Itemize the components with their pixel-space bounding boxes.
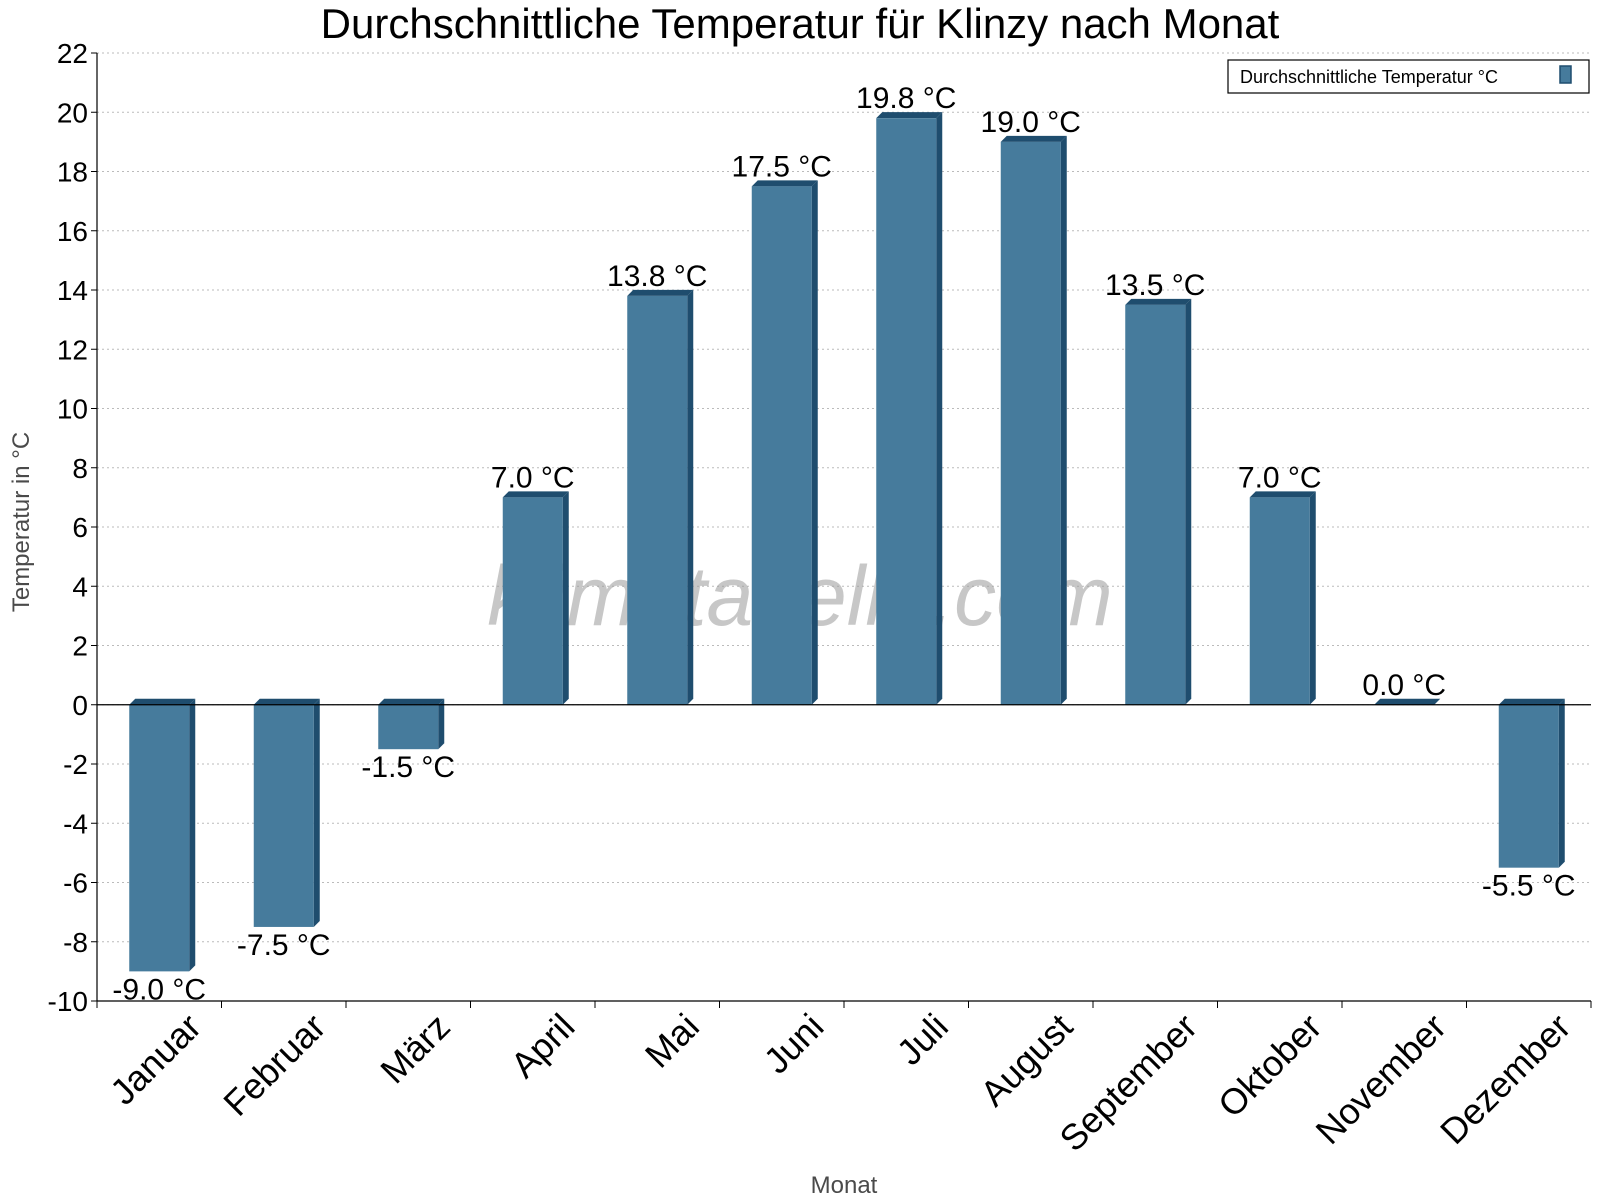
bar-top [751,180,818,187]
x-tick-label: April [502,1006,582,1086]
y-tick-label: 2 [72,631,88,662]
x-tick-label: März [372,1006,458,1092]
y-tick-label: 14 [57,275,88,306]
y-tick-label: 12 [57,334,88,365]
bar-januar [129,698,196,972]
bar-side [1060,135,1067,705]
data-label: 13.8 °C [607,260,707,293]
bar-top [627,289,694,296]
x-tick-label: Oktober [1210,1006,1330,1126]
chart-title: Durchschnittliche Temperatur für Klinzy … [321,0,1280,47]
bar-september [1125,298,1192,705]
bar-top [876,112,943,119]
data-label: -9.0 °C [112,973,206,1006]
bar-top [253,698,320,705]
legend-box [1227,59,1590,94]
bar-juli [876,112,943,705]
data-label: -7.5 °C [237,929,331,962]
bar-top [1249,491,1316,498]
x-tick-label: Mai [637,1006,707,1076]
y-tick-label: 22 [57,38,88,69]
y-tick-label: 16 [57,216,88,247]
bar-side [687,289,694,705]
bar-front [751,186,812,705]
bar-front [1498,704,1559,868]
y-tick-label: -10 [48,986,88,1017]
data-label: 17.5 °C [732,150,832,183]
y-tick-label: 8 [72,453,88,484]
bar-oktober [1249,491,1316,705]
bar-februar [253,698,320,927]
data-label: -1.5 °C [361,751,455,784]
y-tick-label: -8 [63,927,88,958]
x-axis-label: Monat [811,1172,878,1199]
x-tick-label: August [972,1006,1080,1114]
bar-side [189,698,196,972]
bar-side [1309,491,1316,705]
y-tick-label: -6 [63,868,88,899]
data-label: 7.0 °C [491,461,575,494]
bar-front [1249,497,1310,705]
bar-side [562,491,569,705]
y-tick-label: 6 [72,512,88,543]
bar-front [876,118,937,705]
x-tick-label: Juli [889,1006,956,1073]
bar-april [502,491,569,705]
bar-top [1498,698,1565,705]
bar-side [936,112,943,705]
y-tick-label: -2 [63,749,88,780]
bar-november [1374,698,1441,705]
x-tick-label: Januar [102,1006,209,1113]
bar-front [502,497,563,705]
bar-top [502,491,569,498]
x-tick-label: Dezember [1432,1006,1578,1152]
bar-side [811,180,818,705]
bar-front [1125,304,1186,705]
bar-august [1000,135,1067,705]
bar-front [1000,141,1061,705]
bar-top [1125,298,1192,305]
y-tick-label: -4 [63,808,88,839]
y-tick-label: 20 [57,97,88,128]
data-label: 13.5 °C [1105,269,1205,302]
bar-side [438,698,445,750]
y-tick-label: 18 [57,157,88,188]
legend: Durchschnittliche Temperatur °C [1227,59,1590,94]
bar-top [378,698,445,705]
data-label: 0.0 °C [1362,669,1446,702]
bar-dezember [1498,698,1565,868]
x-tick-label: Juni [756,1006,832,1082]
bar-front [627,295,688,705]
bars [129,112,1565,972]
legend-series-label: Durchschnittliche Temperatur °C [1240,67,1498,87]
bar-side [1558,698,1565,868]
y-tick-label: 10 [57,394,88,425]
bar-front [129,704,190,972]
data-label: -5.5 °C [1482,870,1576,903]
bar-mai [627,289,694,705]
bar-märz [378,698,445,750]
bar-front [253,704,314,927]
data-label: 19.8 °C [856,82,956,115]
bar-juni [751,180,818,705]
x-tick-label: Februar [215,1006,333,1124]
grid-lines [97,52,1591,1002]
x-tick-label: November [1307,1006,1453,1152]
bar-top [129,698,196,705]
legend-swatch [1559,65,1572,84]
y-tick-label: 4 [72,571,88,602]
bar-side [313,698,320,927]
data-label: 7.0 °C [1238,461,1322,494]
bar-side [1185,298,1192,705]
bar-front [378,704,439,750]
y-tick-label: 0 [72,690,88,721]
y-axis-label: Temperatur in °C [8,432,35,612]
bar-top [1374,698,1441,705]
bar-top [1000,135,1067,142]
data-labels: -9.0 °C -7.5 °C -1.5 °C 7.0 °C 13.8 °C 17.5 °… [112,82,1575,1006]
data-label: 19.0 °C [981,106,1081,139]
